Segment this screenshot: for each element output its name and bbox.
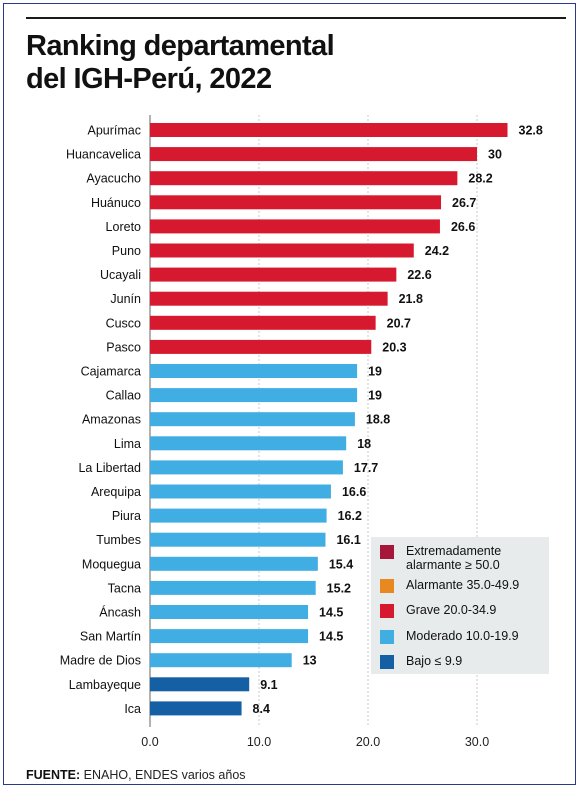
bar	[150, 219, 440, 234]
legend: Extremadamente alarmante ≥ 50.0 Alarmant…	[371, 537, 549, 674]
bar	[150, 195, 442, 210]
value-label: 18.8	[366, 413, 390, 427]
value-label: 20.3	[382, 340, 406, 354]
legend-label: Alarmante 35.0-49.9	[406, 578, 520, 592]
chart-title-line1: Ranking departamental	[26, 30, 335, 62]
bar	[150, 388, 358, 403]
category-label: Tacna	[108, 581, 141, 595]
bar	[150, 315, 376, 330]
value-label: 32.8	[519, 124, 543, 138]
category-label: Apurímac	[88, 124, 142, 138]
value-label: 24.2	[425, 244, 449, 258]
bar	[150, 436, 347, 451]
category-label: Ucayali	[100, 268, 141, 282]
bar	[150, 243, 414, 258]
category-label: Ica	[124, 702, 141, 716]
bar	[150, 123, 508, 137]
category-label: Cusco	[106, 316, 141, 330]
source-note: FUENTE: ENAHO, ENDES varios años	[26, 768, 246, 782]
value-label: 18	[357, 437, 371, 451]
legend-label: Extremadamente alarmante ≥ 50.0	[406, 544, 502, 572]
chart-title-line2: del IGH-Perú, 2022	[26, 63, 272, 95]
category-label: Madre de Dios	[60, 654, 141, 668]
legend-swatch	[380, 655, 394, 669]
legend-swatch	[380, 579, 394, 593]
category-label: Áncash	[99, 605, 141, 620]
category-label: La Libertad	[78, 461, 141, 475]
x-tick-label: 20.0	[356, 735, 380, 749]
value-label: 16.6	[342, 485, 366, 499]
value-label: 21.8	[399, 292, 423, 306]
category-label: Junín	[110, 292, 141, 306]
value-label: 15.2	[327, 581, 351, 595]
category-label: San Martín	[80, 630, 141, 644]
x-tick-label: 30.0	[465, 735, 489, 749]
category-label: Moquegua	[82, 557, 141, 571]
bar	[150, 677, 250, 692]
bar	[150, 532, 326, 547]
category-label: Amazonas	[82, 413, 141, 427]
value-label: 19	[368, 389, 382, 403]
category-label: Loreto	[106, 220, 141, 234]
bar	[150, 267, 397, 282]
category-label: Huánuco	[91, 196, 141, 210]
chart-title: Ranking departamental del IGH-Perú, 2022	[26, 30, 335, 96]
bar	[150, 508, 327, 523]
category-label: Cajamarca	[81, 365, 141, 379]
bar	[150, 412, 355, 427]
value-label: 26.6	[451, 220, 475, 234]
source-text: ENAHO, ENDES varios años	[83, 768, 246, 782]
bar	[150, 171, 458, 186]
bar	[150, 291, 388, 306]
bar	[150, 339, 372, 354]
category-label: Ayacucho	[86, 172, 141, 186]
legend-label: Moderado 10.0-19.9	[406, 629, 519, 643]
bar	[150, 653, 292, 668]
source-label: FUENTE:	[26, 768, 81, 782]
value-label: 19	[368, 365, 382, 379]
value-label: 30	[488, 148, 502, 162]
bar	[150, 556, 318, 571]
legend-swatch	[380, 604, 394, 618]
value-label: 9.1	[260, 678, 277, 692]
x-tick-label: 0.0	[141, 735, 158, 749]
value-label: 22.6	[407, 268, 431, 282]
legend-label: Bajo ≤ 9.9	[406, 654, 463, 668]
bar	[150, 605, 309, 619]
category-label: Tumbes	[96, 533, 141, 547]
bar	[150, 147, 477, 162]
category-label: Arequipa	[91, 485, 141, 499]
category-label: Callao	[106, 389, 141, 403]
value-label: 13	[303, 654, 317, 668]
bar	[150, 460, 343, 475]
value-label: 16.1	[336, 533, 360, 547]
category-label: Lima	[114, 437, 141, 451]
category-label: Puno	[112, 244, 141, 258]
x-tick-label: 10.0	[247, 735, 271, 749]
value-label: 15.4	[329, 557, 353, 571]
value-label: 8.4	[253, 702, 270, 716]
bar	[150, 629, 309, 644]
category-label: Piura	[112, 509, 141, 523]
bar	[150, 484, 331, 499]
value-label: 28.2	[468, 172, 492, 186]
legend-label: Grave 20.0-34.9	[406, 603, 497, 617]
bar	[150, 701, 242, 716]
value-label: 20.7	[387, 316, 411, 330]
category-label: Huancavelica	[66, 148, 141, 162]
value-label: 14.5	[319, 630, 343, 644]
value-label: 14.5	[319, 606, 343, 620]
legend-swatch	[380, 630, 394, 644]
value-label: 16.2	[338, 509, 362, 523]
value-label: 26.7	[452, 196, 476, 210]
value-label: 17.7	[354, 461, 378, 475]
legend-swatch	[380, 545, 394, 559]
top-rule	[26, 17, 566, 19]
category-label: Pasco	[106, 340, 141, 354]
bar	[150, 364, 358, 378]
bar	[150, 580, 316, 595]
category-label: Lambayeque	[69, 678, 141, 692]
